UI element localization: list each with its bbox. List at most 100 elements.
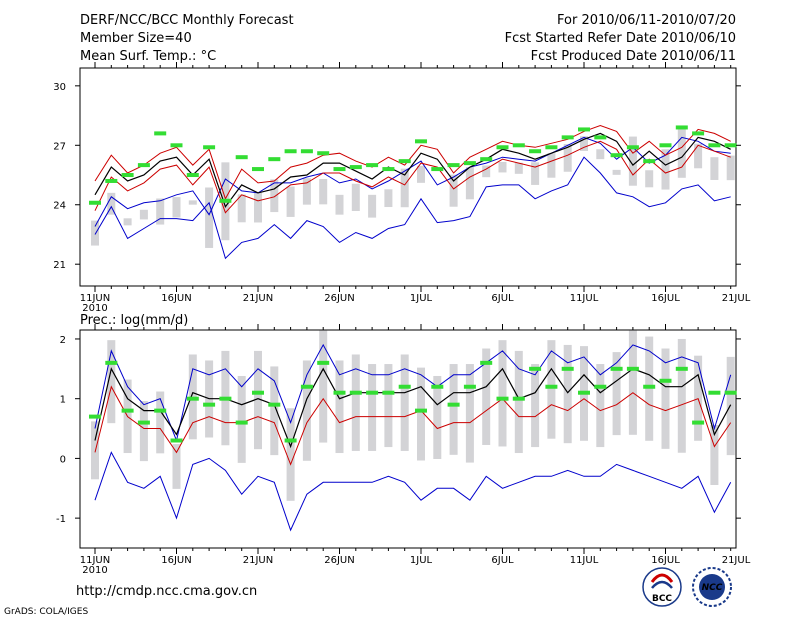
temp-spread-box	[596, 149, 605, 160]
temp-observed-marker	[121, 173, 134, 178]
temp-observed-marker	[170, 143, 183, 148]
temp-observed-marker	[300, 149, 313, 154]
prec-observed-marker	[545, 384, 558, 389]
temp-observed-marker	[512, 143, 525, 148]
temp-x-tick-label: 21JUN	[243, 293, 273, 304]
prec-observed-marker	[415, 408, 427, 413]
prec-observed-marker	[512, 396, 525, 401]
temp-spread-box	[91, 220, 99, 246]
prec-observed-marker	[463, 384, 476, 389]
temp-y-tick-label: 21	[53, 260, 66, 271]
prec-observed-marker	[252, 390, 264, 395]
ncc-logo-text: NCC	[702, 583, 723, 593]
temp-spread-box	[417, 165, 425, 183]
prec-x-tick-label: 11JUL	[570, 555, 599, 566]
prec-observed-marker	[300, 384, 313, 389]
temp-y-tick-label: 27	[53, 141, 66, 152]
prec-spread-box	[107, 340, 116, 424]
bcc-logo-text: BCC	[652, 594, 672, 604]
prec-mean-minus-sd-line	[94, 385, 732, 466]
prec-spread-box	[302, 360, 311, 461]
prec-observed-marker	[594, 384, 607, 389]
temp-panel-frame	[79, 67, 737, 287]
prec-observed-marker	[708, 390, 721, 395]
temp-observed-marker	[137, 163, 150, 168]
prec-observed-marker	[561, 366, 574, 371]
prec-spread-box	[319, 330, 328, 443]
prec-spread-box	[531, 364, 540, 448]
temp-observed-marker	[284, 149, 297, 154]
temp-spread-box	[384, 189, 393, 208]
temp-x-tick-label: 26JUN	[324, 293, 354, 304]
prec-y-tick-label: 1	[60, 395, 66, 406]
prec-x-tick-label: 26JUN	[324, 555, 354, 566]
temp-observed-marker	[89, 200, 101, 205]
temp-observed-marker	[545, 145, 558, 150]
temp-observed-marker	[692, 131, 705, 136]
prec-x-tick-label: 16JUN	[161, 555, 191, 566]
prec-spread-box	[547, 340, 556, 439]
temp-mean-minus-sd-line	[94, 140, 731, 214]
prec-x-year-label: 2010	[82, 565, 107, 576]
temp-spread-box	[580, 136, 588, 151]
start-date: Fcst Started Refer Date 2010/06/10	[505, 31, 736, 46]
temp-spread-box	[123, 218, 132, 226]
temp-observed-marker	[708, 143, 721, 148]
prec-observed-marker	[203, 402, 216, 407]
temp-spread-box	[237, 194, 246, 223]
prec-spread-box	[237, 375, 246, 463]
prec-spread-box	[172, 444, 181, 489]
temp-spread-box	[726, 155, 735, 181]
source-url[interactable]: http://cmdp.ncc.cma.gov.cn	[76, 584, 257, 599]
temp-mean-plus-sd-line	[94, 124, 731, 201]
prec-observed-marker	[137, 420, 150, 425]
temp-x-tick-label: 1JUL	[410, 293, 433, 304]
prec-panel-title: Prec.: log(mm/d)	[80, 313, 188, 328]
prec-observed-marker	[610, 366, 623, 371]
temp-spread-box	[531, 162, 540, 185]
prec-observed-marker	[105, 360, 118, 365]
prec-spread-box	[156, 391, 165, 454]
prec-spread-box	[335, 360, 344, 454]
temp-spread-box	[335, 194, 344, 215]
temp-observed-marker	[659, 143, 672, 148]
prec-observed-marker	[496, 396, 509, 401]
prec-spread-box	[612, 352, 621, 436]
temp-observed-marker	[105, 178, 118, 183]
temp-x-tick-label: 21JUL	[722, 293, 751, 304]
prec-observed-marker	[170, 438, 183, 443]
prec-spread-box	[596, 364, 605, 448]
temp-observed-marker	[610, 153, 623, 158]
prec-spread-box	[628, 330, 637, 435]
temp-x-year-label: 2010	[82, 303, 107, 314]
prec-observed-marker	[447, 402, 460, 407]
temp-spread-box	[710, 157, 719, 180]
prec-y-tick-label: 2	[60, 335, 66, 346]
temp-spread-box	[139, 209, 148, 220]
figure-title: DERF/NCC/BCC Monthly Forecast	[80, 13, 294, 28]
temp-observed-marker	[382, 167, 395, 172]
temp-spread-box	[351, 183, 360, 211]
prec-observed-marker	[382, 390, 395, 395]
prec-observed-marker	[349, 390, 362, 395]
prec-spread-box	[270, 366, 279, 456]
temp-spread-box	[547, 153, 556, 178]
prec-spread-box	[465, 364, 474, 463]
temp-y-tick-label: 24	[53, 201, 66, 212]
temp-x-tick-label: 11JUN	[80, 293, 110, 304]
prec-spread-box	[384, 364, 393, 448]
prec-spread-box	[726, 356, 735, 456]
temp-spread-box	[286, 186, 295, 217]
prec-observed-marker	[431, 384, 444, 389]
temp-spread-box	[368, 194, 377, 218]
temp-min-line	[94, 156, 731, 260]
prec-ensemble-mean-line	[94, 367, 732, 449]
prec-spread-box	[351, 354, 360, 451]
prec-x-tick-label: 1JUL	[410, 555, 433, 566]
prec-observed-marker	[284, 438, 297, 443]
temp-spread-box	[302, 178, 311, 205]
temp-observed-marker	[496, 145, 509, 150]
temp-spread-box	[612, 169, 621, 175]
temp-spread-box	[270, 179, 279, 213]
